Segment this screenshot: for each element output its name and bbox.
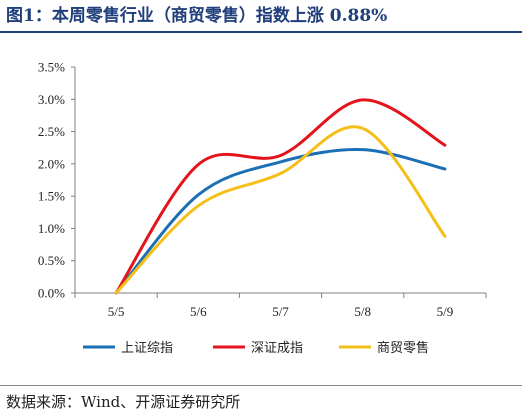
y-tick-label: 0.0% <box>38 286 65 301</box>
footer-divider <box>0 385 522 386</box>
chart-series-lines <box>114 98 447 295</box>
y-tick-label: 1.5% <box>38 189 65 204</box>
series-line-shanghai-composite <box>114 148 447 295</box>
x-tick-label: 5/5 <box>108 304 125 319</box>
legend-label-retail-trade: 商贸零售 <box>377 340 429 356</box>
data-source-note: 数据来源：Wind、开源证券研究所 <box>6 393 241 411</box>
series-line-retail-trade <box>114 125 447 295</box>
chart-axes: 0.0% 0.5% 1.0% 1.5% 2.0% 2.5% 3.0% 3.5% 5/5 5/6 5/… <box>38 60 487 319</box>
x-tick-label: 5/7 <box>272 304 289 319</box>
chart-title: 图1：本周零售行业（商贸零售）指数上涨 0.88% <box>6 6 388 26</box>
y-tick-label: 3.5% <box>38 60 65 75</box>
x-tick-label: 5/9 <box>437 304 454 319</box>
y-tick-label: 2.5% <box>38 124 65 139</box>
y-tick-label: 0.5% <box>38 253 65 268</box>
legend-label-shenzhen-component: 深证成指 <box>251 341 303 356</box>
x-tick-label: 5/6 <box>190 304 207 319</box>
title-divider <box>0 31 522 33</box>
y-tick-label: 2.0% <box>38 156 65 171</box>
line-chart: 0.0% 0.5% 1.0% 1.5% 2.0% 2.5% 3.0% 3.5% 5/5 5/6 5/… <box>38 60 487 356</box>
x-tick-label: 5/8 <box>354 304 371 319</box>
series-line-shenzhen-component <box>114 98 447 295</box>
y-tick-label: 3.0% <box>38 92 65 107</box>
y-tick-label: 1.0% <box>38 221 65 236</box>
legend-label-shanghai-composite: 上证综指 <box>121 341 173 356</box>
chart-legend: 上证综指 深证成指 商贸零售 <box>83 340 429 356</box>
